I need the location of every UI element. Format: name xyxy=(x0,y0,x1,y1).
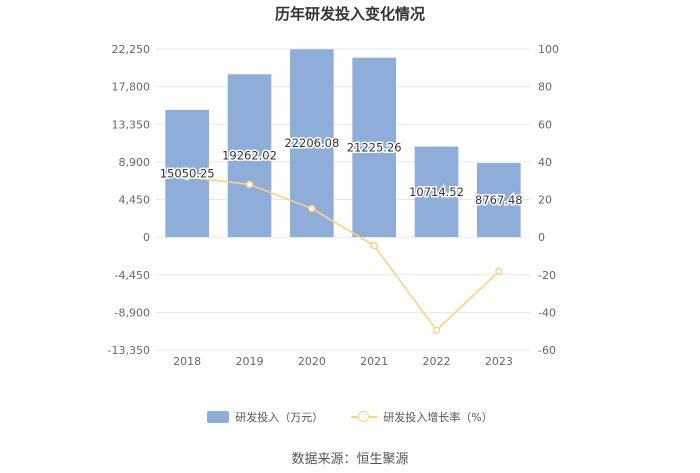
right-axis-tick-label: 40 xyxy=(538,156,552,169)
growth-rate-point xyxy=(495,267,503,276)
x-axis-tick-label: 2020 xyxy=(298,355,326,368)
left-axis-tick-label: 0 xyxy=(143,231,150,244)
legend-item-line[interactable]: 研发投入增长率（%） xyxy=(351,409,493,425)
data-source-note: 数据来源：恒生聚源 xyxy=(291,452,409,467)
bar xyxy=(227,74,272,238)
left-axis-tick-label: 13,350 xyxy=(112,118,151,131)
bar-data-label: 15050.25 xyxy=(160,166,215,180)
right-axis-tick-label: 60 xyxy=(538,118,552,131)
bar-data-label: 19262.02 xyxy=(222,149,277,163)
bar-data-label: 22206.08 xyxy=(284,136,339,150)
left-axis-tick-label: 4,450 xyxy=(119,194,151,207)
legend-line-label: 研发投入增长率（%） xyxy=(383,411,493,424)
bar-data-label: 10714.52 xyxy=(409,185,464,199)
x-axis-tick-label: 2018 xyxy=(173,355,201,368)
legend-line-swatch xyxy=(351,411,378,423)
growth-rate-point xyxy=(245,180,254,189)
chart-legend: 研发投入（万元） 研发投入增长率（%） xyxy=(0,409,700,425)
legend-item-bar[interactable]: 研发投入（万元） xyxy=(207,409,323,425)
right-axis-tick-label: 0 xyxy=(538,231,545,244)
bar xyxy=(414,146,459,238)
right-axis-tick-label: -20 xyxy=(538,269,556,282)
right-axis-tick-label: 80 xyxy=(538,81,552,94)
left-axis-tick-label: -13,350 xyxy=(108,344,150,357)
left-axis-tick-label: 17,800 xyxy=(112,81,151,94)
left-axis-tick-label: 8,900 xyxy=(119,156,151,169)
growth-rate-point xyxy=(308,204,316,213)
bar xyxy=(352,57,396,238)
right-axis-tick-label: 100 xyxy=(538,43,559,56)
bar xyxy=(477,162,521,238)
legend-bar-label: 研发投入（万元） xyxy=(235,411,324,424)
growth-rate-line xyxy=(187,176,500,332)
bar-data-label: 21225.26 xyxy=(347,140,402,154)
chart-title: 历年研发投入变化情况 xyxy=(274,5,425,23)
x-axis-tick-label: 2019 xyxy=(236,355,264,368)
x-axis-tick-label: 2021 xyxy=(360,355,388,368)
x-axis-tick-label: 2022 xyxy=(423,355,451,368)
bar-data-label: 8767.48 xyxy=(475,193,523,207)
left-axis-tick-label: 22,250 xyxy=(112,43,151,56)
right-axis-tick-label: -60 xyxy=(538,344,556,357)
left-axis-tick-label: -8,900 xyxy=(115,306,150,319)
legend-bar-swatch xyxy=(207,411,230,423)
right-axis-tick-label: -40 xyxy=(538,306,556,319)
growth-rate-point xyxy=(432,326,441,334)
right-axis-tick-label: 20 xyxy=(538,194,552,207)
x-axis-tick-label: 2023 xyxy=(485,355,513,368)
chart-plot-area: 22,250 100 17,800 80 13,350 60 8,900 40 4,450 20 0… xyxy=(108,43,559,368)
left-axis-tick-label: -4,450 xyxy=(115,269,150,282)
growth-rate-point xyxy=(183,173,191,181)
growth-rate-point xyxy=(370,242,378,250)
